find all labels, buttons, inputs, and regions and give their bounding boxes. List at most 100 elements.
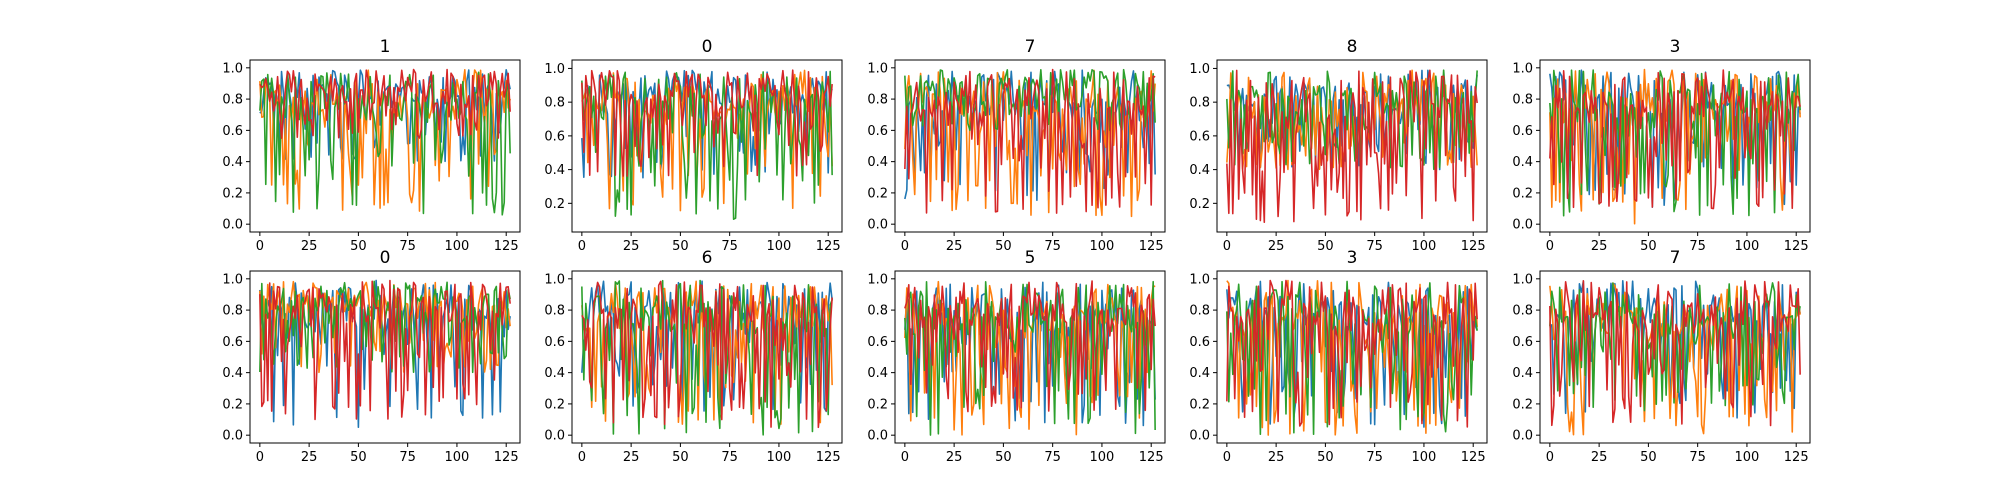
y-tick-label: 0.8: [222, 304, 243, 319]
y-tick-label: 0.8: [544, 304, 565, 319]
panel-title: 3: [1347, 248, 1358, 268]
y-tick-label: 0.6: [867, 124, 888, 139]
panel-9: 7 0 25 50 75 100 125 0.0 0.2 0.4 0.6 0.8 1.0: [1512, 248, 1810, 465]
panel-title: 7: [1025, 37, 1036, 57]
x-tick-label: 0: [1223, 450, 1231, 465]
y-tick-label: 1.0: [544, 272, 565, 287]
x-tick-label: 100: [1735, 239, 1760, 254]
y-tick-label: 0.2: [867, 397, 888, 412]
panel-title: 3: [1670, 37, 1681, 57]
y-tick-label: 0.0: [867, 218, 888, 233]
x-tick-label: 75: [399, 239, 416, 254]
x-tick-label: 100: [1090, 239, 1115, 254]
y-tick-label: 0.6: [544, 335, 565, 350]
y-tick-label: 0.4: [544, 163, 565, 178]
x-tick-label: 50: [350, 450, 367, 465]
y-tick-label: 0.4: [222, 366, 243, 381]
y-tick-label: 0.6: [1512, 335, 1533, 350]
x-tick-label: 50: [350, 239, 367, 254]
y-tick-label: 0.0: [1189, 429, 1210, 444]
x-tick-label: 125: [494, 239, 519, 254]
panel-title: 6: [702, 248, 713, 268]
x-tick-label: 50: [1317, 450, 1334, 465]
x-tick-label: 125: [816, 450, 841, 465]
y-tick-label: 0.8: [1189, 304, 1210, 319]
x-tick-label: 0: [1223, 239, 1231, 254]
y-tick-label: 1.0: [222, 272, 243, 287]
y-tick-label: 0.2: [222, 397, 243, 412]
x-tick-label: 0: [901, 450, 909, 465]
y-tick-label: 0.0: [222, 218, 243, 233]
y-tick-label: 0.6: [1512, 124, 1533, 139]
panel-8: 30 25 50 75 100 1250.00.20.40.60.81.0: [1189, 248, 1487, 465]
y-tick-label: 1.0: [1512, 61, 1533, 76]
x-tick-label: 125: [1461, 450, 1486, 465]
x-tick-label: 50: [1640, 450, 1657, 465]
panel-4: 3 0 25 50 75 100 125 0.0 0.2 0.4 0.6 0.8 1.0: [1512, 37, 1810, 254]
panel-title: 1: [380, 37, 391, 57]
x-tick-label: 75: [1689, 450, 1706, 465]
y-tick-label: 0.0: [1512, 218, 1533, 233]
x-tick-label: 75: [1689, 239, 1706, 254]
y-tick-label: 0.4: [1512, 366, 1533, 381]
y-tick-label: 0.8: [1512, 304, 1533, 319]
panel-title: 0: [702, 37, 713, 57]
x-tick-label: 0: [578, 450, 586, 465]
y-tick-label: 0.8: [867, 304, 888, 319]
panel-title: 7: [1670, 248, 1681, 268]
panel-1: 0 0 25 50 75 100 125 0.2 0.4 0.6 0.8 1.0: [544, 37, 842, 254]
x-tick-label: 0: [578, 239, 586, 254]
y-tick-label: 0.4: [867, 366, 888, 381]
x-tick-label: 50: [672, 450, 689, 465]
y-tick-label: 0.6: [222, 335, 243, 350]
y-tick-label: 1.0: [1189, 62, 1210, 77]
y-tick-label: 0.2: [1189, 397, 1210, 412]
x-tick-label: 125: [1784, 239, 1809, 254]
x-tick-label: 100: [1412, 450, 1437, 465]
x-tick-label: 25: [623, 239, 640, 254]
y-tick-label: 0.4: [1512, 155, 1533, 170]
y-tick-label: 0.0: [222, 429, 243, 444]
panel-title: 5: [1025, 248, 1036, 268]
y-tick-label: 0.2: [867, 186, 888, 201]
x-tick-label: 125: [1784, 450, 1809, 465]
panel-title: 0: [380, 248, 391, 268]
y-tick-label: 1.0: [867, 272, 888, 287]
x-tick-label: 0: [1546, 239, 1554, 254]
y-tick-label: 0.0: [1512, 429, 1533, 444]
x-tick-label: 125: [494, 450, 519, 465]
y-tick-label: 0.6: [222, 124, 243, 139]
y-tick-label: 0.4: [1189, 366, 1210, 381]
y-tick-label: 0.6: [1189, 129, 1210, 144]
y-tick-label: 0.6: [1189, 335, 1210, 350]
y-tick-label: 0.4: [544, 366, 565, 381]
x-tick-label: 75: [721, 450, 738, 465]
x-tick-label: 0: [256, 450, 264, 465]
y-tick-label: 1.0: [222, 61, 243, 76]
y-tick-label: 1.0: [1512, 272, 1533, 287]
x-tick-label: 25: [301, 450, 318, 465]
y-tick-label: 0.2: [1512, 186, 1533, 201]
panel-2: 7 0 25 50 75 100 125 0.0 0.2 0.4 0.6 0.8 1.0: [867, 37, 1165, 254]
y-tick-label: 0.4: [222, 155, 243, 170]
y-tick-label: 0.8: [544, 96, 565, 111]
y-tick-label: 0.4: [867, 155, 888, 170]
y-tick-label: 0.8: [867, 93, 888, 108]
y-tick-label: 1.0: [544, 62, 565, 77]
x-tick-label: 100: [1412, 239, 1437, 254]
x-tick-label: 50: [1640, 239, 1657, 254]
x-tick-label: 0: [256, 239, 264, 254]
x-tick-label: 100: [445, 450, 470, 465]
x-tick-label: 125: [1139, 450, 1164, 465]
series-line-2: [1227, 70, 1477, 169]
y-tick-label: 1.0: [1189, 272, 1210, 287]
panel-5: 0 0 25 50 75 100 125 0.0 0.2 0.4 0.6 0.8 1.0: [222, 248, 520, 465]
x-tick-label: 100: [767, 239, 792, 254]
y-tick-label: 0.2: [222, 186, 243, 201]
y-tick-label: 1.0: [867, 61, 888, 76]
x-tick-label: 25: [1591, 239, 1608, 254]
x-tick-label: 25: [1268, 450, 1285, 465]
y-tick-label: 0.8: [222, 93, 243, 108]
